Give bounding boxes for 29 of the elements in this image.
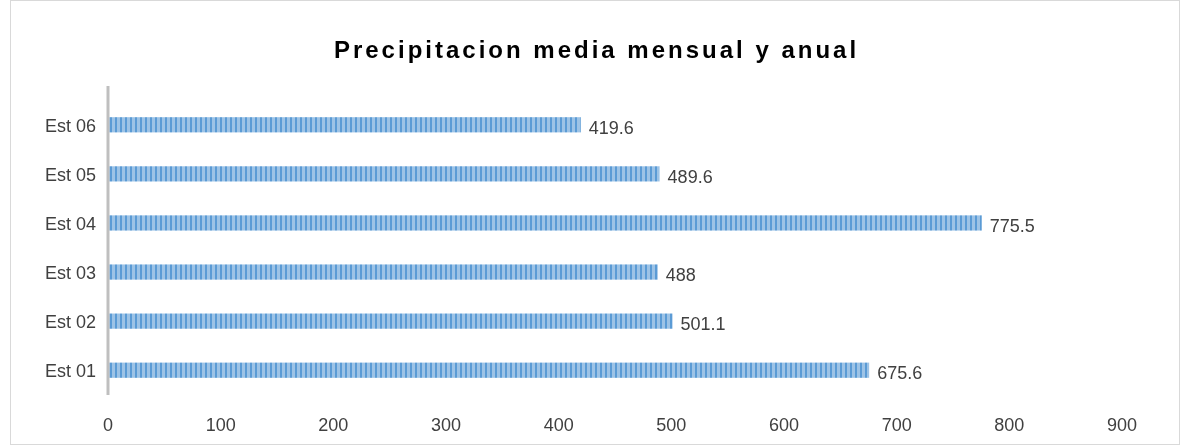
data-label: 489.6 <box>667 166 713 187</box>
chart-title: Precipitacion media mensual y anual <box>333 36 860 63</box>
y-tick-label: Est 01 <box>44 361 96 382</box>
y-tick-label: Est 05 <box>44 164 96 185</box>
y-tick-label: Est 04 <box>44 213 96 234</box>
y-tick-label: Est 02 <box>44 312 96 333</box>
data-label: 488 <box>665 265 696 286</box>
x-tick-label: 200 <box>318 415 349 435</box>
data-label: 419.6 <box>588 117 634 138</box>
x-tick-label: 700 <box>881 415 912 435</box>
bar <box>108 313 673 329</box>
x-tick-label: 800 <box>994 415 1025 435</box>
bar <box>108 362 870 378</box>
y-tick-label: Est 03 <box>44 263 96 284</box>
bar <box>108 215 982 231</box>
x-tick-label: 0 <box>102 415 114 435</box>
x-tick-label: 600 <box>768 415 800 435</box>
x-tick-label: 900 <box>1106 415 1138 435</box>
bar <box>108 264 658 280</box>
x-tick-label: 400 <box>543 415 574 435</box>
x-tick-label: 300 <box>430 415 462 435</box>
data-label: 775.5 <box>989 215 1035 236</box>
data-label: 501.1 <box>680 314 726 335</box>
x-tick-label: 500 <box>656 415 687 435</box>
y-tick-label: Est 06 <box>44 115 96 136</box>
bar <box>108 166 660 182</box>
data-label: 675.6 <box>877 363 923 384</box>
x-tick-label: 100 <box>205 415 236 435</box>
bar <box>108 117 581 133</box>
